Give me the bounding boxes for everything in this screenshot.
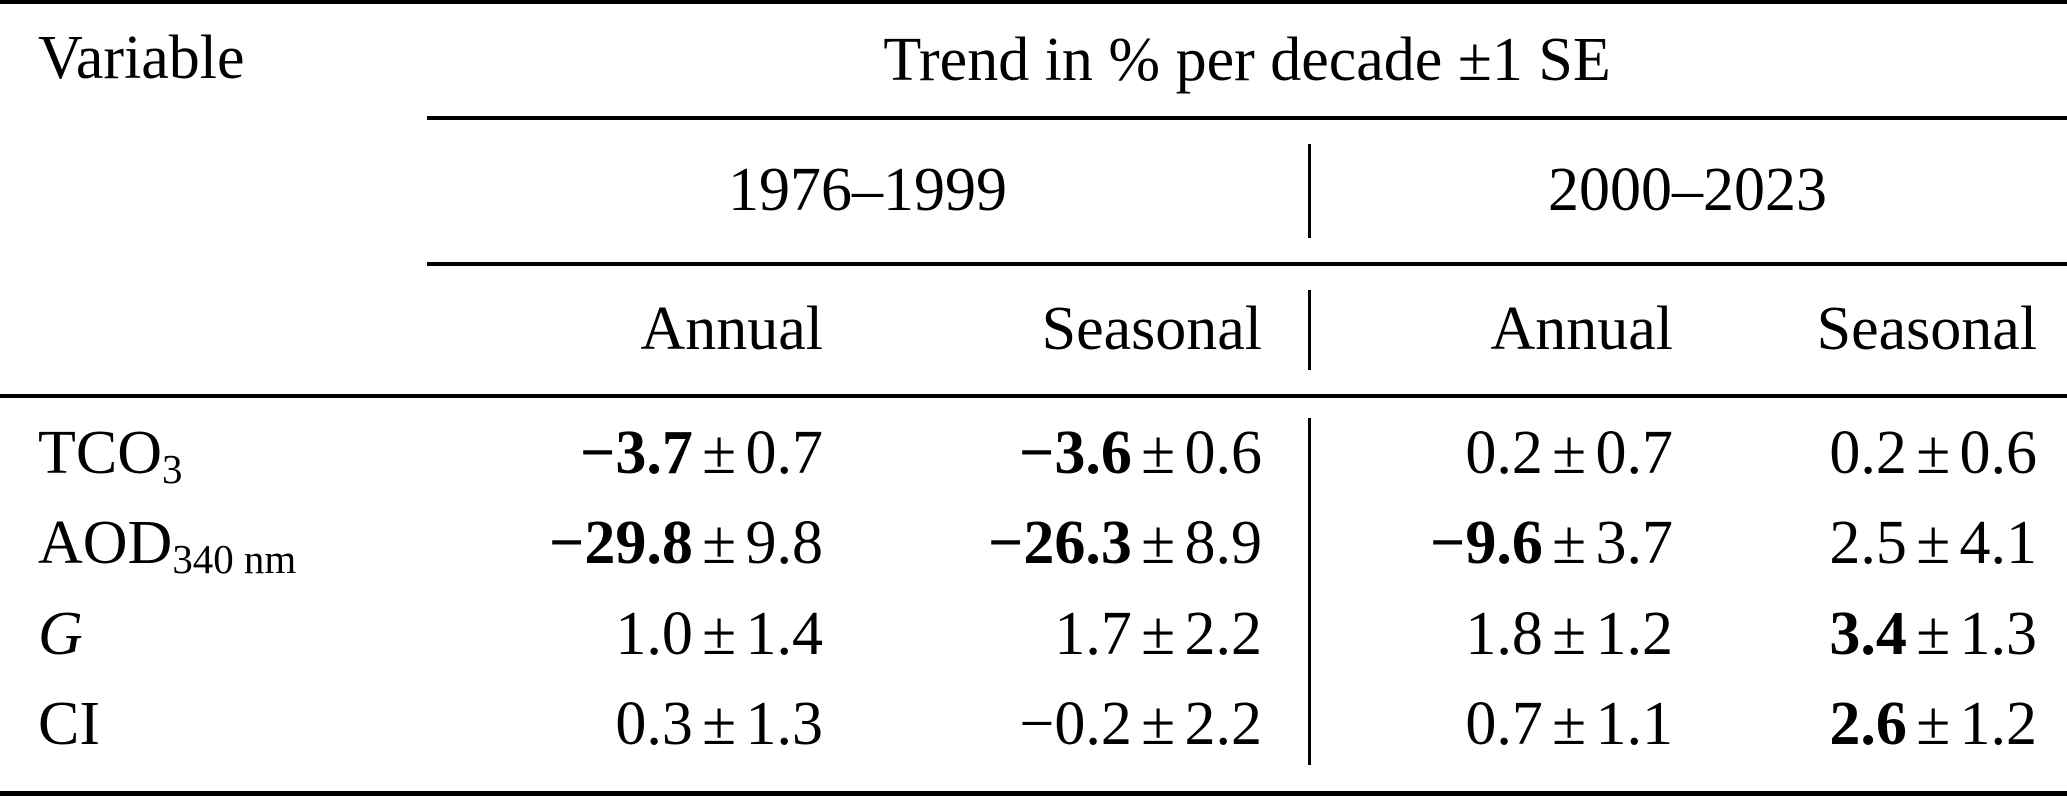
subheader-row: Annual Seasonal Annual Seasonal	[0, 263, 2067, 398]
trend-error: 0.7	[745, 418, 824, 487]
variable-name: TCO	[38, 418, 162, 487]
plus-minus-sign: ±	[1141, 509, 1176, 578]
col-header-annual-1976: Annual	[427, 263, 833, 398]
title-row: Variable Trend in % per decade ±1 SE	[0, 2, 2067, 398]
plus-minus-sign: ±	[702, 418, 737, 487]
period-header-row: 1976–1999 2000–2023	[0, 118, 2067, 266]
plus-minus-sign: ±	[1916, 600, 1951, 669]
plus-minus-sign: ±	[1916, 509, 1951, 578]
col-header-annual-2000: Annual	[1308, 263, 1683, 398]
plus-minus-sign: ±	[1141, 600, 1176, 669]
cell-aod-1976-annual: −29.8 ±9.8	[427, 499, 833, 590]
plus-minus-sign: ±	[1916, 418, 1951, 487]
cell-ci-2000-seasonal: 2.6 ±1.2	[1683, 680, 2067, 793]
trend-value: −3.7	[580, 418, 693, 487]
trend-value: 1.0	[615, 600, 693, 669]
variable-subscript: 340 nm	[172, 537, 297, 583]
trend-value: −26.3	[988, 509, 1132, 578]
table-row-g: G 1.0 ±1.4 1.7 ±2.2 1.8 ±1.2 3.4 ±1.3	[0, 589, 2067, 681]
cell-g-2000-seasonal: 3.4 ±1.3	[1683, 589, 2067, 680]
variable-column-header: Variable	[0, 2, 427, 398]
trend-error: 8.9	[1184, 509, 1263, 578]
trend-value: −29.8	[549, 509, 693, 578]
cell-aod-1976-seasonal: −26.3 ±8.9	[833, 499, 1308, 590]
cell-g-2000-annual: 1.8 ±1.2	[1308, 589, 1683, 681]
trend-value: 2.6	[1829, 690, 1907, 759]
trend-error: 9.8	[745, 509, 824, 578]
plus-minus-sign: ±	[702, 509, 737, 578]
trend-value: −9.6	[1430, 509, 1543, 578]
cell-g-1976-seasonal: 1.7 ±2.2	[833, 589, 1308, 680]
trend-error: 1.3	[1959, 600, 2038, 669]
table-title: Trend in % per decade ±1 SE	[427, 2, 2067, 121]
plus-minus-sign: ±	[702, 690, 737, 759]
trend-value: 0.2	[1465, 418, 1543, 487]
plus-minus-sign: ±	[1552, 418, 1587, 487]
row-label-tco3: TCO3	[0, 396, 427, 499]
cell-ci-2000-annual: 0.7 ±1.1	[1308, 680, 1683, 794]
row-label-aod340nm: AOD340 nm	[0, 499, 427, 590]
trend-value: 1.8	[1465, 600, 1543, 669]
table-row-aod340nm: AOD340 nm −29.8 ±9.8 −26.3 ±8.9 −9.6 ±3.7 2…	[0, 498, 2067, 590]
cell-ci-1976-seasonal: −0.2 ±2.2	[833, 680, 1308, 793]
plus-minus-sign: ±	[1141, 690, 1176, 759]
trend-error: 2.2	[1184, 600, 1263, 669]
table-row-ci: CI 0.3 ±1.3 −0.2 ±2.2 0.7 ±1.1 2.6 ±1.2	[0, 680, 2067, 794]
plus-minus-sign: ±	[702, 600, 737, 669]
plus-minus-sign: ±	[1552, 600, 1587, 669]
variable-name: AOD	[38, 509, 173, 578]
trend-value: −0.2	[1019, 690, 1132, 759]
trend-error: 0.6	[1959, 418, 2038, 487]
trend-value: 0.3	[615, 690, 693, 759]
cell-tco3-1976-seasonal: −3.6 ±0.6	[833, 396, 1308, 499]
trend-error: 3.7	[1595, 509, 1674, 578]
trend-error: 0.7	[1595, 418, 1674, 487]
trend-value: 2.5	[1829, 509, 1907, 578]
trend-error: 1.2	[1959, 690, 2038, 759]
period-2000-2023-header: 2000–2023	[1308, 118, 2067, 266]
cell-tco3-2000-seasonal: 0.2 ±0.6	[1683, 396, 2067, 499]
trend-error: 2.2	[1184, 690, 1263, 759]
trend-error: 1.2	[1595, 600, 1674, 669]
variable-name: G	[38, 600, 83, 669]
plus-minus-sign: ±	[1552, 690, 1587, 759]
trend-error: 4.1	[1959, 509, 2038, 578]
table-row-tco3: TCO3 −3.7 ±0.7 −3.6 ±0.6 0.2 ±0.7 0.2 ±0.6	[0, 395, 2067, 499]
trend-error: 1.1	[1595, 690, 1674, 759]
cell-aod-2000-annual: −9.6 ±3.7	[1308, 498, 1683, 590]
trend-value: 0.7	[1465, 690, 1543, 759]
variable-subscript: 3	[162, 446, 183, 492]
plus-minus-sign: ±	[1552, 509, 1587, 578]
cell-g-1976-annual: 1.0 ±1.4	[427, 589, 833, 680]
cell-tco3-2000-annual: 0.2 ±0.7	[1308, 395, 1683, 499]
cell-tco3-1976-annual: −3.7 ±0.7	[427, 396, 833, 499]
trend-value: −3.6	[1019, 418, 1132, 487]
trend-error: 1.3	[745, 690, 824, 759]
trend-value: 3.4	[1829, 600, 1907, 669]
trend-error: 0.6	[1184, 418, 1263, 487]
row-label-g: G	[0, 589, 427, 680]
trend-error: 1.4	[745, 600, 824, 669]
trend-value: 0.2	[1829, 418, 1907, 487]
trend-value: 1.7	[1054, 600, 1132, 669]
plus-minus-sign: ±	[1141, 418, 1176, 487]
variable-name: CI	[38, 690, 100, 759]
cell-aod-2000-seasonal: 2.5 ±4.1	[1683, 499, 2067, 590]
col-header-seasonal-2000: Seasonal	[1683, 263, 2067, 398]
col-header-seasonal-1976: Seasonal	[833, 263, 1308, 398]
period-1976-1999-header: 1976–1999	[427, 118, 1308, 266]
row-label-ci: CI	[0, 680, 427, 793]
cell-ci-1976-annual: 0.3 ±1.3	[427, 680, 833, 793]
plus-minus-sign: ±	[1916, 690, 1951, 759]
